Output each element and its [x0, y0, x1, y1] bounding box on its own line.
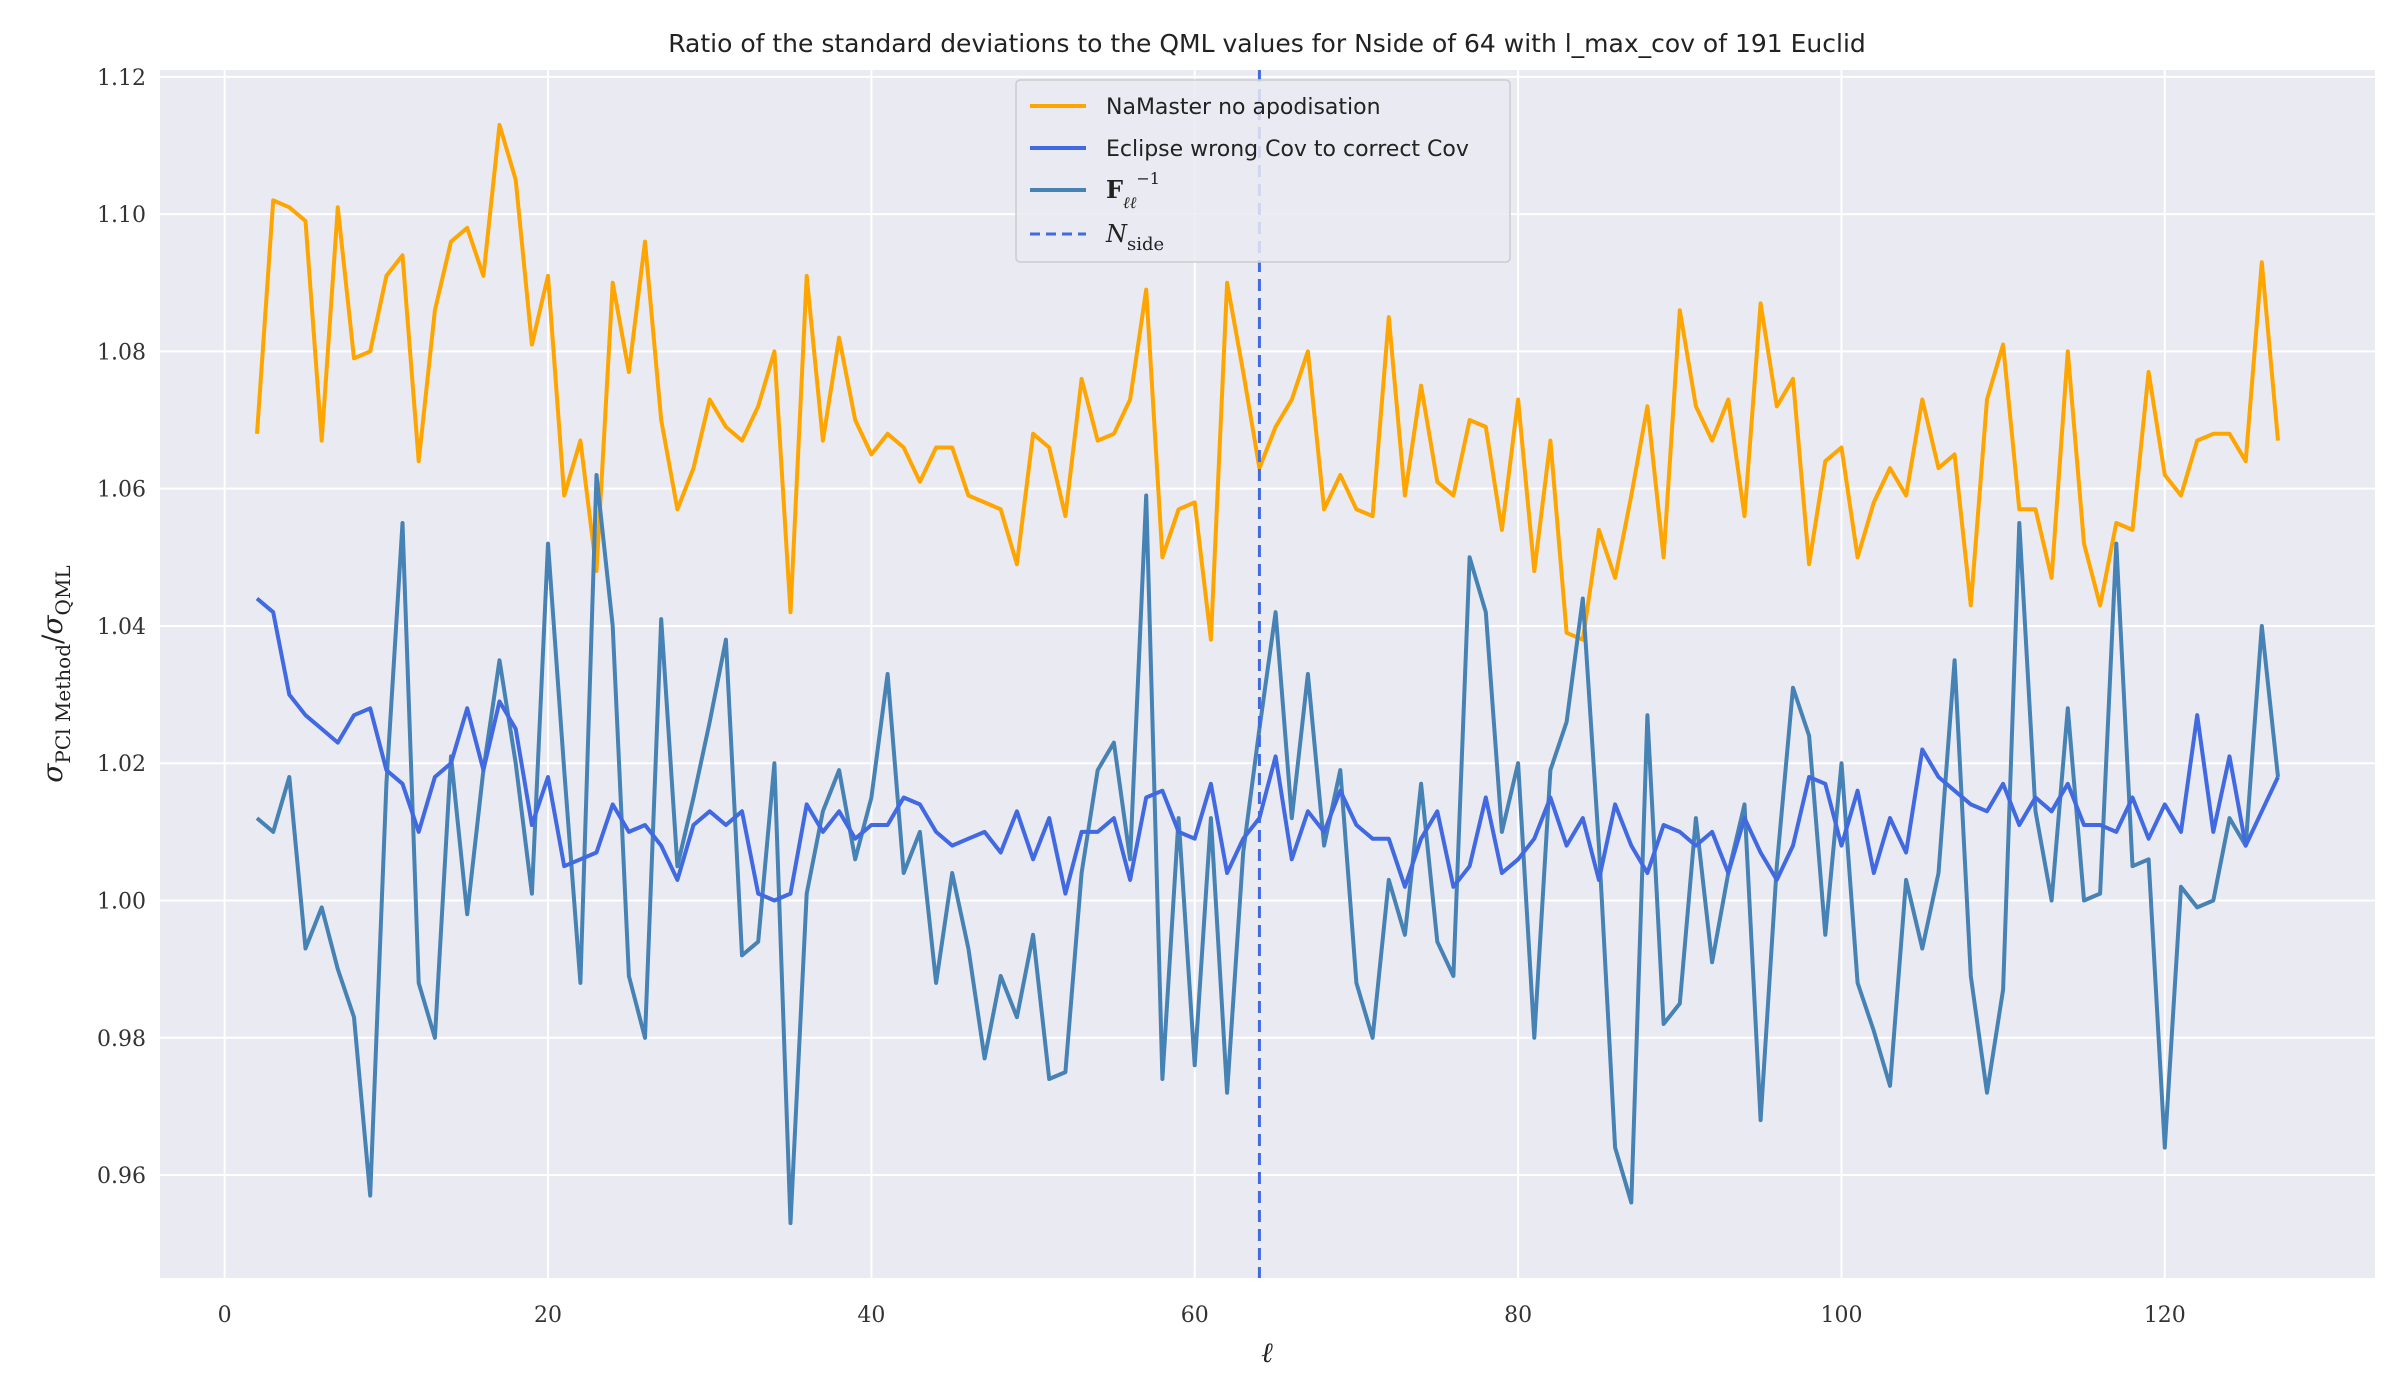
x-tick-labels: 0 20 40 60 80 100 120 [218, 1303, 2186, 1328]
series-group [255, 122, 2280, 1226]
y-tick-labels: 0.96 0.98 1.00 1.02 1.04 1.06 1.08 1.10 1.12 [97, 66, 146, 1189]
y-tick-label: 1.06 [97, 478, 146, 503]
legend-box [1015, 79, 1511, 263]
x-axis-label: ℓ [1261, 1336, 1273, 1369]
x-tick-label: 80 [1504, 1303, 1532, 1328]
x-tick-label: 20 [534, 1303, 562, 1328]
x-tick-label: 40 [857, 1303, 885, 1328]
series-line-fisher [255, 473, 2280, 1226]
legend-label-nside: Nside [1105, 220, 1164, 255]
y-tick-label: 1.10 [97, 203, 146, 228]
legend-label-namaster: NaMaster no apodisation [1106, 95, 1381, 120]
x-tick-label: 60 [1181, 1303, 1209, 1328]
y-tick-label: 0.96 [97, 1164, 146, 1189]
legend: NaMaster no apodisation Eclipse wrong Co… [1015, 79, 1511, 263]
x-tick-label: 120 [2144, 1303, 2186, 1328]
x-tick-label: 0 [218, 1303, 232, 1328]
series-line-eclipse [255, 596, 2280, 903]
y-tick-label: 0.98 [97, 1027, 146, 1052]
y-tick-label: 1.02 [97, 752, 146, 777]
y-tick-label: 1.04 [97, 615, 146, 640]
y-tick-label: 1.00 [97, 890, 146, 915]
chart-title: Ratio of the standard deviations to the … [668, 29, 1866, 58]
y-tick-label: 1.12 [97, 66, 146, 91]
legend-label-fisher: Fℓℓ−1 [1106, 169, 1160, 212]
y-axis-label: σPCl Method/σQML [36, 565, 75, 782]
y-tick-label: 1.08 [97, 340, 146, 365]
x-tick-label: 100 [1820, 1303, 1862, 1328]
legend-label-eclipse: Eclipse wrong Cov to correct Cov [1106, 137, 1469, 162]
